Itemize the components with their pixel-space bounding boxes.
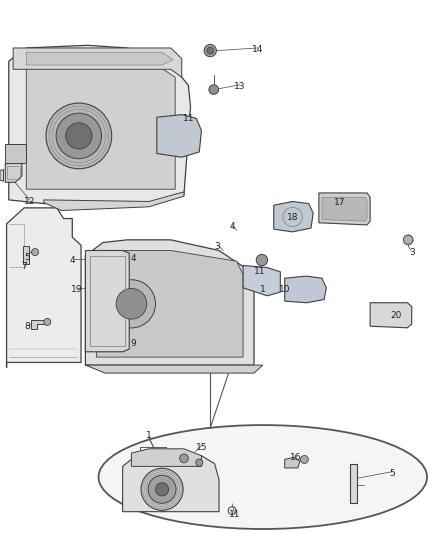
Circle shape (44, 318, 51, 326)
Text: 19: 19 (71, 285, 82, 294)
Circle shape (403, 235, 413, 245)
Text: 5: 5 (24, 254, 30, 262)
Circle shape (207, 47, 214, 54)
Text: 20: 20 (391, 311, 402, 320)
Circle shape (300, 456, 308, 463)
Text: 7: 7 (21, 262, 27, 271)
Text: 4: 4 (131, 254, 136, 263)
Text: 1: 1 (260, 285, 266, 294)
Circle shape (107, 280, 155, 328)
Circle shape (66, 123, 92, 149)
Text: 1: 1 (146, 432, 152, 440)
Polygon shape (131, 449, 201, 466)
Text: 12: 12 (24, 197, 35, 206)
Polygon shape (26, 56, 175, 189)
Text: 10: 10 (279, 285, 290, 294)
Circle shape (155, 483, 169, 496)
Circle shape (141, 469, 183, 510)
Polygon shape (370, 303, 412, 328)
Text: 9: 9 (131, 339, 137, 348)
Polygon shape (285, 276, 326, 303)
Circle shape (180, 454, 188, 463)
Text: 4: 4 (70, 256, 75, 264)
Polygon shape (26, 52, 173, 65)
Polygon shape (319, 193, 370, 225)
Polygon shape (23, 246, 29, 264)
Polygon shape (0, 169, 4, 181)
Polygon shape (96, 251, 243, 357)
Text: 16: 16 (290, 453, 301, 462)
Text: 4: 4 (230, 222, 235, 231)
Circle shape (256, 254, 268, 266)
Polygon shape (31, 320, 44, 329)
Polygon shape (123, 456, 219, 512)
Polygon shape (5, 144, 26, 163)
Circle shape (196, 459, 203, 466)
Polygon shape (13, 48, 182, 77)
Text: 5: 5 (389, 469, 395, 478)
Circle shape (204, 44, 216, 57)
Polygon shape (44, 192, 184, 211)
Polygon shape (7, 208, 81, 368)
Polygon shape (85, 365, 263, 373)
Text: 14: 14 (252, 45, 263, 54)
Text: 3: 3 (214, 242, 220, 251)
Polygon shape (157, 115, 201, 157)
Circle shape (32, 248, 39, 256)
Text: 17: 17 (334, 198, 345, 207)
Polygon shape (85, 240, 254, 365)
Polygon shape (85, 251, 129, 352)
Text: 18: 18 (287, 213, 298, 222)
Text: 3: 3 (409, 248, 415, 256)
Text: 15: 15 (196, 443, 207, 452)
Circle shape (148, 475, 176, 503)
Ellipse shape (99, 425, 427, 529)
Polygon shape (350, 464, 357, 503)
Text: 11: 11 (183, 114, 194, 123)
Polygon shape (285, 457, 300, 468)
Polygon shape (5, 160, 22, 182)
Text: 8: 8 (25, 322, 31, 331)
Circle shape (46, 103, 112, 169)
Text: 13: 13 (234, 82, 246, 91)
Text: 11: 11 (229, 510, 240, 519)
Polygon shape (322, 197, 367, 221)
Polygon shape (243, 265, 280, 296)
Circle shape (56, 113, 102, 159)
Polygon shape (274, 201, 313, 232)
Text: 11: 11 (254, 268, 265, 276)
Circle shape (116, 288, 147, 319)
Circle shape (209, 85, 219, 94)
Polygon shape (9, 45, 191, 204)
